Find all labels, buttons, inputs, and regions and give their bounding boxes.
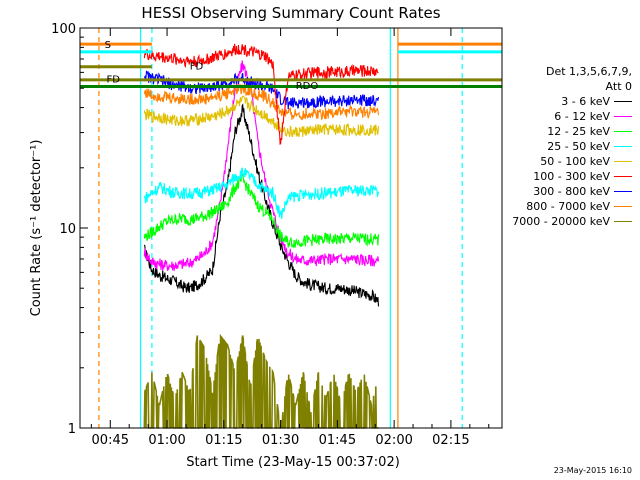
x-tick-label-2: 01:15 <box>205 433 242 448</box>
legend-swatch <box>614 101 632 102</box>
legend-entry: 25 - 50 keV <box>506 139 632 154</box>
annotation-0: S <box>105 40 111 51</box>
legend: Det 1,3,5,6,7,9, Att 0 3 - 6 keV 6 - 12 k… <box>506 64 632 229</box>
legend-swatch <box>614 161 632 162</box>
legend-entry: 3 - 6 keV <box>506 94 632 109</box>
chart-title: HESSI Observing Summary Count Rates <box>141 4 440 22</box>
x-tick-label-0: 00:45 <box>92 433 129 448</box>
y-tick-label-2: 100 <box>51 22 76 37</box>
legend-entry-label: 300 - 800 keV <box>533 185 610 198</box>
series-line-4 <box>143 95 380 138</box>
legend-swatch <box>614 221 632 222</box>
x-tick-label-5: 02:00 <box>375 433 412 448</box>
y-tick-label-1: 10 <box>59 222 76 237</box>
annotation-1: FD <box>106 74 120 85</box>
legend-header-line-1: Det 1,3,5,6,7,9, <box>545 65 632 78</box>
legend-swatch <box>614 146 632 147</box>
legend-swatch <box>614 191 632 192</box>
plot-frame <box>79 27 503 429</box>
legend-swatch <box>614 131 632 132</box>
legend-entry: 100 - 300 keV <box>506 169 632 184</box>
x-tick-label-4: 01:45 <box>319 433 356 448</box>
series-line-5 <box>143 43 379 146</box>
timestamp: 23-May-2015 16:10 <box>553 466 632 475</box>
series-line-3 <box>143 167 380 220</box>
legend-entry: 50 - 100 keV <box>506 154 632 169</box>
legend-entry-label: 800 - 7000 keV <box>526 200 610 213</box>
y-tick-label-0: 1 <box>68 422 76 437</box>
legend-entry: 800 - 7000 keV <box>506 199 632 214</box>
legend-entry-label: 50 - 100 keV <box>540 155 610 168</box>
series-line-1 <box>143 60 380 271</box>
legend-swatch <box>614 206 632 207</box>
x-tick-label-1: 01:00 <box>148 433 185 448</box>
annotation-2: FD <box>190 61 204 72</box>
x-tick-label-6: 02:15 <box>432 433 469 448</box>
legend-entry-label: 12 - 25 keV <box>547 125 610 138</box>
legend-entry-label: 3 - 6 keV <box>561 95 610 108</box>
legend-entry: 300 - 800 keV <box>506 184 632 199</box>
y-axis-label: Count Rate (s⁻¹ detector⁻¹) <box>29 140 44 317</box>
legend-entry-label: 7000 - 20000 keV <box>512 215 610 228</box>
legend-entry: 6 - 12 keV <box>506 109 632 124</box>
series-line-7 <box>143 83 380 121</box>
series-line-2 <box>143 173 380 248</box>
legend-entry-label: 25 - 50 keV <box>547 140 610 153</box>
legend-entry: 7000 - 20000 keV <box>506 214 632 229</box>
x-tick-label-3: 01:30 <box>262 433 299 448</box>
legend-swatch <box>614 176 632 177</box>
annotation-3: RDO <box>296 81 319 92</box>
legend-entry: 12 - 25 keV <box>506 124 632 139</box>
legend-entry-label: 6 - 12 keV <box>554 110 610 123</box>
series-line-8 <box>143 333 379 429</box>
legend-swatch <box>614 116 632 117</box>
x-axis-label: Start Time (23-May-15 00:37:02) <box>186 455 400 470</box>
legend-entry-label: 100 - 300 keV <box>533 170 610 183</box>
legend-header-line-2: Att 0 <box>605 80 632 93</box>
